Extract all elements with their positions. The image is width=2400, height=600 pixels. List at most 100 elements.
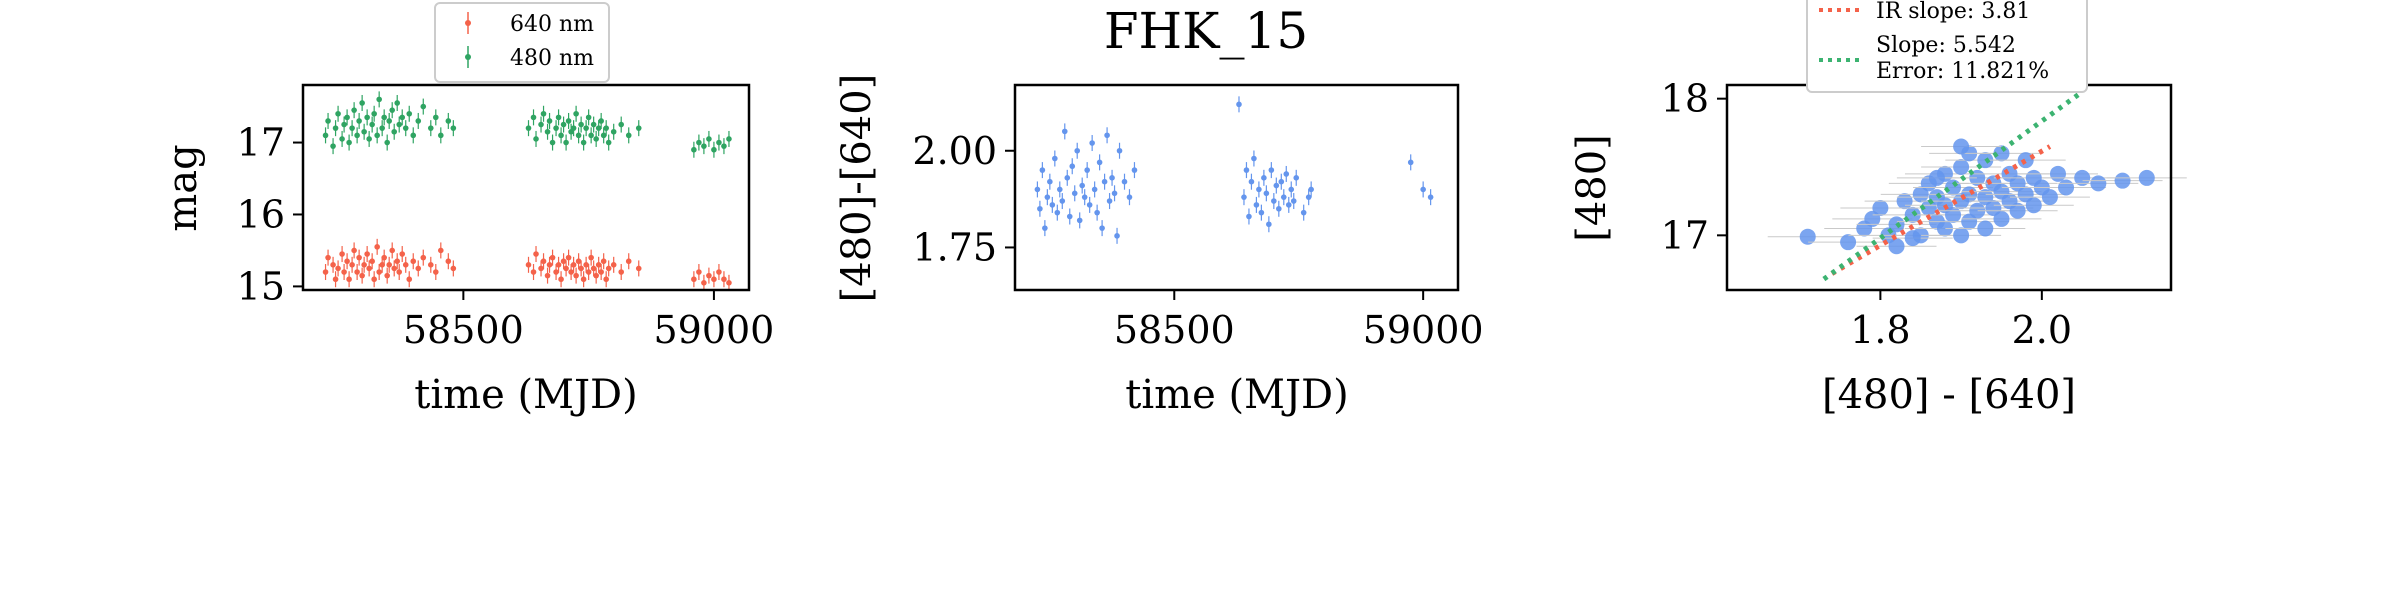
p1-data-point	[410, 258, 417, 265]
p1-data-point	[351, 107, 357, 113]
p1-data-point	[450, 265, 457, 272]
p1-data-point	[371, 276, 377, 283]
p1-y-ticks: 15 16 17	[237, 121, 303, 308]
p2-data-point	[1106, 198, 1113, 204]
p2-data-point	[1101, 178, 1108, 185]
p1-data-point	[366, 136, 372, 142]
p1-data-point	[361, 128, 367, 135]
p1-data-point	[701, 143, 707, 149]
p2-data-point	[1054, 209, 1061, 216]
p1-data-point	[593, 272, 599, 279]
p2-data-point	[1266, 221, 1272, 228]
p1-data-point	[427, 262, 434, 268]
p1-data-point	[618, 121, 625, 128]
p3-y-axis-label: [480]	[1569, 134, 1615, 242]
p1-data-point	[575, 132, 582, 139]
p2-data-point	[1273, 182, 1280, 189]
p1-data-point	[371, 110, 377, 117]
p1-data-point	[359, 100, 365, 106]
p2-data-point	[1069, 163, 1076, 170]
p2-data-point	[1121, 178, 1128, 185]
p3-data-point	[1961, 213, 1978, 230]
p2-data-point	[1256, 186, 1262, 193]
p2-data-point	[1091, 186, 1098, 193]
p1-data-point	[691, 276, 697, 283]
p3-data-point	[2009, 202, 2026, 219]
p1-data-point	[593, 136, 599, 142]
p1-data-point	[625, 258, 632, 265]
p3-data-point	[2074, 169, 2091, 186]
p1-data-point	[530, 269, 537, 275]
p1-data-point	[394, 100, 401, 106]
p1-data-point	[553, 269, 559, 275]
p1-data-point	[325, 118, 331, 124]
p1-data-point	[573, 110, 579, 117]
p1-legend-box	[434, 2, 610, 83]
p2-data-point	[1258, 209, 1265, 216]
p1-data-point	[410, 132, 417, 139]
p1-data-point	[635, 265, 642, 272]
p1-data-point	[578, 265, 584, 272]
p1-data-point	[354, 269, 360, 275]
p1-data-point	[565, 254, 572, 261]
p1-y-axis-label: mag	[160, 144, 206, 231]
p2-data-point	[1251, 155, 1257, 162]
p1-data-point	[322, 269, 329, 275]
p3-data-points	[1767, 138, 2187, 255]
p2-data-point	[1243, 167, 1250, 173]
p1-data-point	[598, 269, 604, 275]
p2-data-point	[1064, 175, 1071, 181]
p1-data-point	[438, 132, 444, 139]
p2-data-point	[1037, 205, 1043, 212]
p2-data-point	[1079, 182, 1085, 189]
p2-data-point	[1420, 186, 1426, 193]
p3-fit-line	[1822, 89, 2084, 282]
p3-data-point	[1945, 206, 1962, 223]
p1-data-point	[432, 269, 439, 275]
p1-data-point	[344, 258, 350, 265]
p2-data-point	[1288, 186, 1295, 193]
p3-data-point	[1936, 220, 1953, 237]
p2-data-point	[1066, 213, 1073, 220]
p1-data-point	[374, 132, 380, 139]
p2-data-point	[1427, 194, 1434, 200]
p1-data-point	[335, 110, 341, 117]
p1-data-point	[706, 136, 712, 142]
p1-data-point	[618, 269, 625, 275]
p1-axes-frame	[301, 83, 751, 292]
p1-data-point	[595, 125, 602, 131]
p1-data-point	[563, 139, 569, 146]
p3-data-point	[2090, 175, 2107, 192]
p2-data-point	[1246, 213, 1252, 220]
p1-data-point	[588, 254, 594, 261]
p3-data-point	[1912, 186, 1929, 203]
p1-legend-dot-480	[465, 54, 471, 60]
p1-data-point	[558, 276, 564, 283]
p1-data-point	[573, 272, 579, 279]
p1-data-point	[555, 262, 562, 268]
p1-data-point	[603, 276, 609, 283]
p1-data-point	[544, 128, 551, 135]
p1-data-point	[325, 254, 331, 261]
p1-data-point	[391, 265, 398, 272]
p1-data-point	[711, 276, 717, 283]
p2-data-point	[1276, 205, 1282, 212]
p1-data-point	[335, 265, 341, 272]
p2-data-point	[1261, 175, 1267, 181]
p2-data-point	[1099, 225, 1105, 231]
p1-data-point	[346, 276, 352, 283]
p3-data-point	[1920, 200, 1937, 216]
p1-data-point	[701, 280, 707, 286]
x-tick-label: 2.0	[2012, 308, 2072, 352]
p1-data-point	[580, 139, 587, 146]
p2-y-axis-label: [480]-[640]	[834, 74, 880, 303]
p1-data-point	[415, 118, 422, 124]
p2-data-point	[1305, 194, 1312, 200]
p1-data-point	[376, 96, 382, 103]
p1-data-point	[341, 121, 347, 128]
p2-data-point	[1241, 194, 1247, 200]
p1-data-point	[588, 132, 594, 139]
p1-data-point	[332, 276, 339, 283]
p1-data-point	[450, 125, 457, 131]
